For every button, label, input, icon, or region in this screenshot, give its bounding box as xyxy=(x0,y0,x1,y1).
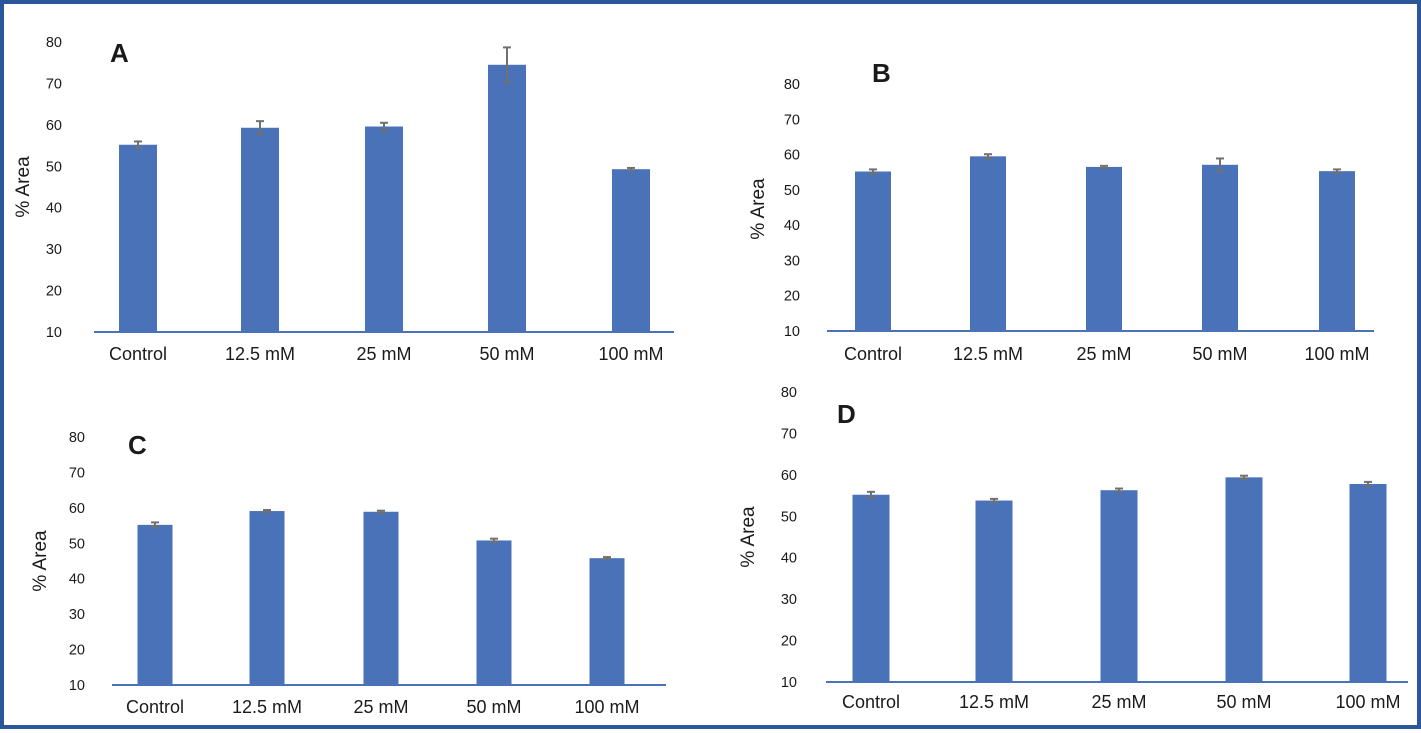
y-tick-label: 40 xyxy=(784,218,800,234)
y-tick-label: 20 xyxy=(784,289,800,305)
x-category-label: Control xyxy=(842,692,900,712)
x-category-label: 12.5 mM xyxy=(225,344,295,364)
y-tick-label: 60 xyxy=(781,468,797,484)
y-tick-label: 70 xyxy=(69,465,85,481)
y-tick-label: 50 xyxy=(69,536,85,552)
x-category-label: 50 mM xyxy=(1216,692,1271,712)
bar xyxy=(852,494,890,682)
x-category-label: 50 mM xyxy=(479,344,534,364)
x-category-label: 100 mM xyxy=(598,344,663,364)
chart-panel-c: 10 20 30 40 50 60 70 80 % Area C Control 12.5 mM 25 … xyxy=(30,430,666,717)
y-tick-label: 40 xyxy=(781,551,797,567)
x-category-label: 25 mM xyxy=(353,697,408,717)
bar xyxy=(975,500,1013,682)
y-axis-title: % Area xyxy=(30,530,51,592)
y-tick-label: 10 xyxy=(69,678,85,694)
bar xyxy=(137,524,173,685)
y-tick-label: 30 xyxy=(69,607,85,623)
bar xyxy=(1100,490,1138,682)
panel-letter: D xyxy=(837,399,856,429)
x-category-label: 50 mM xyxy=(1192,344,1247,364)
panel-letter: C xyxy=(128,430,147,460)
y-axis-title: % Area xyxy=(748,178,769,240)
y-tick-label: 50 xyxy=(784,183,800,199)
panel-letter: A xyxy=(110,38,129,68)
chart-panel-a: 10 20 30 40 50 60 70 80 % Area A Control 12.5 mM 25 … xyxy=(13,35,674,364)
x-category-label: 100 mM xyxy=(1304,344,1369,364)
y-tick-label: 50 xyxy=(46,159,62,175)
bar xyxy=(241,127,279,332)
bar xyxy=(589,558,625,685)
bar xyxy=(119,144,157,332)
y-tick-label: 10 xyxy=(784,324,800,340)
y-tick-label: 70 xyxy=(46,76,62,92)
y-tick-label: 20 xyxy=(781,634,797,650)
x-category-label: Control xyxy=(109,344,167,364)
y-tick-label: 20 xyxy=(69,643,85,659)
y-tick-label: 80 xyxy=(784,77,800,93)
y-tick-label: 30 xyxy=(46,242,62,258)
x-category-label: Control xyxy=(844,344,902,364)
y-tick-label: 10 xyxy=(46,325,62,341)
y-tick-label: 80 xyxy=(781,385,797,401)
bar xyxy=(249,511,285,685)
x-category-label: 12.5 mM xyxy=(232,697,302,717)
x-category-label: 50 mM xyxy=(466,697,521,717)
x-category-label: 25 mM xyxy=(1091,692,1146,712)
bar xyxy=(365,126,403,332)
x-category-label: 25 mM xyxy=(1076,344,1131,364)
x-category-label: 12.5 mM xyxy=(953,344,1023,364)
bar xyxy=(476,540,512,685)
y-tick-label: 60 xyxy=(784,148,800,164)
y-tick-label: 30 xyxy=(781,592,797,608)
y-tick-label: 80 xyxy=(46,35,62,51)
y-tick-label: 70 xyxy=(781,426,797,442)
y-tick-label: 50 xyxy=(781,509,797,525)
panel-letter: B xyxy=(872,58,891,88)
bar xyxy=(1225,477,1263,682)
x-category-label: 25 mM xyxy=(356,344,411,364)
x-category-label: 12.5 mM xyxy=(959,692,1029,712)
y-axis-title: % Area xyxy=(738,506,759,568)
y-tick-label: 40 xyxy=(69,572,85,588)
y-tick-label: 10 xyxy=(781,675,797,691)
bar xyxy=(1319,171,1355,331)
bar xyxy=(488,64,526,333)
bar xyxy=(1202,164,1238,331)
y-tick-label: 40 xyxy=(46,201,62,217)
chart-panel-d: 10 20 30 40 50 60 70 80 % Area D Control 12.5 mM 25 … xyxy=(738,385,1408,712)
x-category-label: 100 mM xyxy=(1335,692,1400,712)
bar xyxy=(1086,166,1122,331)
y-tick-label: 20 xyxy=(46,284,62,300)
x-category-label: Control xyxy=(126,697,184,717)
bar xyxy=(1349,483,1387,682)
y-axis-title: % Area xyxy=(13,156,34,218)
y-tick-label: 60 xyxy=(46,118,62,134)
bar xyxy=(855,171,891,331)
y-tick-label: 70 xyxy=(784,112,800,128)
bar xyxy=(970,156,1006,331)
bar xyxy=(363,511,399,685)
y-tick-label: 30 xyxy=(784,253,800,269)
y-tick-label: 80 xyxy=(69,430,85,446)
chart-panel-b: 10 20 30 40 50 60 70 80 % Area B Control 12.5 mM 25 … xyxy=(748,58,1374,364)
y-tick-label: 60 xyxy=(69,501,85,517)
x-category-label: 100 mM xyxy=(574,697,639,717)
charts-canvas: 10 20 30 40 50 60 70 80 % Area A Control 12.5 mM 25 … xyxy=(13,35,1408,717)
bar xyxy=(612,169,650,332)
